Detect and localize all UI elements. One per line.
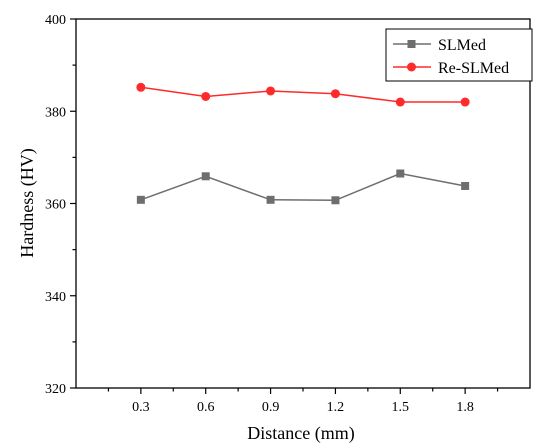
x-tick-label: 1.8 xyxy=(456,400,474,415)
y-tick-label: 380 xyxy=(45,105,66,120)
data-point-re-slmed xyxy=(395,97,405,107)
legend-marker-reslmed xyxy=(407,62,416,72)
data-point-slmed xyxy=(136,195,145,204)
legend-label-slmed: SLMed xyxy=(438,37,486,54)
data-point-re-slmed xyxy=(266,86,276,96)
data-point-re-slmed xyxy=(460,97,470,107)
y-tick-label: 320 xyxy=(45,382,66,397)
y-tick-label: 400 xyxy=(45,13,66,28)
x-tick-label: 1.5 xyxy=(392,400,410,415)
data-point-re-slmed xyxy=(330,89,340,99)
x-axis-title: Distance (mm) xyxy=(247,423,354,444)
x-tick-label: 1.2 xyxy=(327,400,345,415)
legend-marker-slmed xyxy=(407,40,416,48)
data-point-re-slmed xyxy=(201,91,211,101)
data-point-slmed xyxy=(201,172,210,181)
y-tick-label: 340 xyxy=(45,290,66,305)
x-axis-ticks: 0.3 0.6 0.9 1.2 1.5 1.8 xyxy=(107,388,499,415)
data-point-slmed xyxy=(331,196,340,205)
x-tick-label: 0.6 xyxy=(197,400,215,415)
data-point-slmed xyxy=(461,181,470,190)
series-layer xyxy=(136,82,470,205)
data-point-re-slmed xyxy=(136,82,146,92)
x-tick-label: 0.3 xyxy=(132,400,150,415)
data-point-slmed xyxy=(396,169,405,178)
series-line-re-slmed xyxy=(140,86,466,103)
legend: SLMed Re-SLMed xyxy=(385,28,533,82)
legend-box xyxy=(385,28,533,82)
x-tick-label: 0.9 xyxy=(262,400,280,415)
y-axis-title: Hardness (HV) xyxy=(17,148,38,257)
data-point-slmed xyxy=(266,195,275,204)
y-axis-ticks: 320 340 360 380 400 xyxy=(45,13,76,397)
y-tick-label: 360 xyxy=(45,198,66,213)
legend-label-reslmed: Re-SLMed xyxy=(438,60,509,77)
series-line-slmed xyxy=(140,172,466,202)
